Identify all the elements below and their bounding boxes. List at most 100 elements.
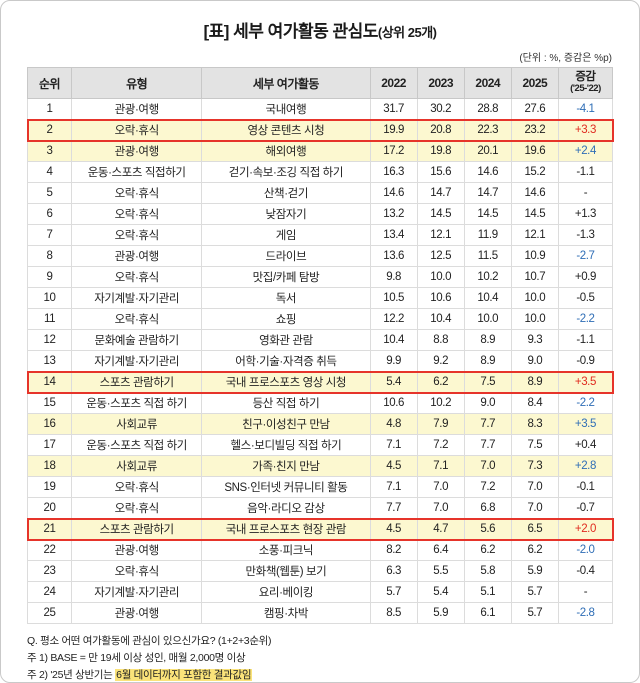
footer-note1: 주 1) BASE = 만 19세 이상 성인, 매월 2,000명 이상 xyxy=(27,652,246,665)
change-cell: -2.2 xyxy=(557,308,614,331)
value-2024-cell: 6.1 xyxy=(463,602,512,625)
page-title: [표] 세부 여가활동 관심도(상위 25개) xyxy=(27,17,613,42)
value-2022-cell: 7.1 xyxy=(369,476,418,499)
table-row: 6 오락·휴식 낮잠자기 13.2 14.5 14.5 14.5 +1.3 xyxy=(26,203,614,226)
rank-cell: 25 xyxy=(26,602,73,625)
value-2022-cell: 7.1 xyxy=(369,434,418,457)
rank-cell: 13 xyxy=(26,350,73,373)
rank-cell: 15 xyxy=(26,392,73,415)
table-row: 15 운동·스포츠 직접 하기 등산 직접 하기 10.6 10.2 9.0 8.4 -2.2 xyxy=(26,392,614,415)
value-2023-cell: 7.2 xyxy=(416,434,465,457)
change-cell: -0.7 xyxy=(557,497,614,520)
header-2024: 2024 xyxy=(463,66,512,100)
value-2024-cell: 7.7 xyxy=(463,434,512,457)
table-row: 10 자기계발·자기관리 독서 10.5 10.6 10.4 10.0 -0.5 xyxy=(26,287,614,310)
value-2024-cell: 22.3 xyxy=(463,119,512,142)
value-2025-cell: 7.3 xyxy=(510,455,559,478)
table-row: 25 관광·여행 캠핑·차박 8.5 5.9 6.1 5.7 -2.8 xyxy=(26,602,614,625)
value-2022-cell: 9.9 xyxy=(369,350,418,373)
activity-cell: 낮잠자기 xyxy=(201,203,371,226)
value-2023-cell: 8.8 xyxy=(416,329,465,352)
activity-cell: 등산 직접 하기 xyxy=(201,392,371,415)
rank-cell: 20 xyxy=(26,497,73,520)
type-cell: 운동·스포츠 직접 하기 xyxy=(71,434,203,457)
value-2024-cell: 14.7 xyxy=(463,182,512,205)
value-2024-cell: 7.5 xyxy=(463,371,512,394)
change-cell: -0.9 xyxy=(557,350,614,373)
type-cell: 관광·여행 xyxy=(71,98,203,121)
rank-cell: 23 xyxy=(26,560,73,583)
value-2022-cell: 17.2 xyxy=(369,140,418,163)
value-2024-cell: 10.0 xyxy=(463,308,512,331)
activity-cell: 독서 xyxy=(201,287,371,310)
value-2022-cell: 16.3 xyxy=(369,161,418,184)
value-2022-cell: 5.7 xyxy=(369,581,418,604)
activity-cell: 어학·기술·자격증 취득 xyxy=(201,350,371,373)
value-2022-cell: 4.8 xyxy=(369,413,418,436)
table-row: 18 사회교류 가족·친지 만남 4.5 7.1 7.0 7.3 +2.8 xyxy=(26,455,614,478)
rank-cell: 12 xyxy=(26,329,73,352)
value-2025-cell: 19.6 xyxy=(510,140,559,163)
value-2024-cell: 11.5 xyxy=(463,245,512,268)
change-cell: -2.0 xyxy=(557,539,614,562)
table-row: 20 오락·휴식 음악·라디오 감상 7.7 7.0 6.8 7.0 -0.7 xyxy=(26,497,614,520)
value-2024-cell: 5.8 xyxy=(463,560,512,583)
value-2023-cell: 10.0 xyxy=(416,266,465,289)
table-body: 1 관광·여행 국내여행 31.7 30.2 28.8 27.6 -4.1 2 오락·휴식 영상 콘… xyxy=(26,98,614,625)
value-2023-cell: 10.6 xyxy=(416,287,465,310)
change-cell: +3.3 xyxy=(557,119,614,142)
value-2025-cell: 10.7 xyxy=(510,266,559,289)
type-cell: 오락·휴식 xyxy=(71,476,203,499)
rank-cell: 6 xyxy=(26,203,73,226)
value-2024-cell: 10.4 xyxy=(463,287,512,310)
change-cell: -4.1 xyxy=(557,98,614,121)
change-cell: +0.4 xyxy=(557,434,614,457)
value-2024-cell: 7.2 xyxy=(463,476,512,499)
type-cell: 오락·휴식 xyxy=(71,560,203,583)
change-cell: -2.8 xyxy=(557,602,614,625)
value-2025-cell: 7.0 xyxy=(510,497,559,520)
table-row: 16 사회교류 친구·이성친구 만남 4.8 7.9 7.7 8.3 +3.5 xyxy=(26,413,614,436)
value-2025-cell: 27.6 xyxy=(510,98,559,121)
value-2025-cell: 8.3 xyxy=(510,413,559,436)
value-2022-cell: 10.4 xyxy=(369,329,418,352)
value-2024-cell: 6.8 xyxy=(463,497,512,520)
type-cell: 오락·휴식 xyxy=(71,308,203,331)
type-cell: 스포츠 관람하기 xyxy=(71,371,203,394)
type-cell: 오락·휴식 xyxy=(71,203,203,226)
table-row: 24 자기계발·자기관리 요리·베이킹 5.7 5.4 5.1 5.7- xyxy=(26,581,614,604)
header-change-line1: 증감 xyxy=(575,71,596,83)
table-row: 2 오락·휴식 영상 콘텐츠 시청 19.9 20.8 22.3 23.2 +3.3 xyxy=(26,118,614,142)
value-2022-cell: 4.5 xyxy=(369,455,418,478)
header-type: 유형 xyxy=(71,66,203,100)
value-2022-cell: 19.9 xyxy=(369,119,418,142)
value-2024-cell: 7.7 xyxy=(463,413,512,436)
value-2022-cell: 13.4 xyxy=(369,224,418,247)
rank-cell: 4 xyxy=(26,161,73,184)
activity-cell: 영상 콘텐츠 시청 xyxy=(201,119,371,142)
value-2025-cell: 14.6 xyxy=(510,182,559,205)
type-cell: 자기계발·자기관리 xyxy=(71,581,203,604)
change-cell: -2.2 xyxy=(557,392,614,415)
value-2025-cell: 9.0 xyxy=(510,350,559,373)
page-title-main: [표] 세부 여가활동 관심도 xyxy=(203,22,378,41)
footer-notes: Q. 평소 어떤 여가활동에 관심이 있으신가요? (1+2+3순위) 주 1)… xyxy=(27,633,613,682)
value-2024-cell: 14.5 xyxy=(463,203,512,226)
value-2022-cell: 14.6 xyxy=(369,182,418,205)
value-2024-cell: 8.9 xyxy=(463,329,512,352)
change-cell: - xyxy=(557,581,614,604)
value-2023-cell: 30.2 xyxy=(416,98,465,121)
header-activity: 세부 여가활동 xyxy=(201,66,371,100)
value-2025-cell: 10.0 xyxy=(510,308,559,331)
table-row: 9 오락·휴식 맛집/카페 탐방 9.8 10.0 10.2 10.7 +0.9 xyxy=(26,266,614,289)
header-2023: 2023 xyxy=(416,66,465,100)
activity-cell: 국내 프로스포츠 영상 시청 xyxy=(201,371,371,394)
value-2025-cell: 9.3 xyxy=(510,329,559,352)
value-2022-cell: 12.2 xyxy=(369,308,418,331)
type-cell: 오락·휴식 xyxy=(71,119,203,142)
activity-cell: 소풍·피크닉 xyxy=(201,539,371,562)
type-cell: 오락·휴식 xyxy=(71,182,203,205)
change-cell: +2.8 xyxy=(557,455,614,478)
type-cell: 자기계발·자기관리 xyxy=(71,287,203,310)
